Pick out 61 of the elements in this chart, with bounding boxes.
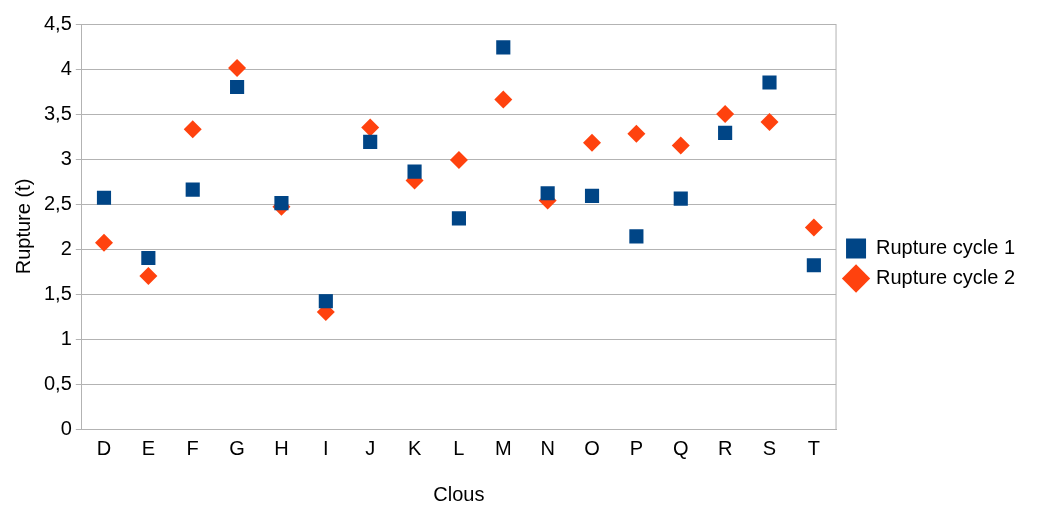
point bbox=[449, 150, 468, 169]
x-axis-title: Clous bbox=[433, 482, 485, 505]
point bbox=[318, 294, 333, 309]
x-tick-label: F bbox=[186, 436, 199, 459]
point bbox=[363, 134, 378, 149]
x-tick-label: O bbox=[584, 436, 600, 459]
point bbox=[94, 233, 113, 252]
point bbox=[230, 79, 245, 95]
point bbox=[671, 136, 690, 155]
x-tick-label: D bbox=[96, 436, 112, 459]
y-tick-label: 1 bbox=[60, 326, 72, 349]
legend-label: Rupture cycle 2 bbox=[876, 266, 1016, 289]
point bbox=[494, 90, 513, 109]
point bbox=[496, 40, 511, 55]
point bbox=[627, 124, 646, 143]
x-tick-label: R bbox=[717, 436, 733, 459]
point bbox=[361, 118, 380, 137]
x-tick-label: E bbox=[141, 436, 156, 459]
x-tick-label: K bbox=[407, 436, 422, 459]
point bbox=[407, 164, 422, 179]
y-tick-label: 3,5 bbox=[43, 101, 72, 124]
point bbox=[183, 120, 202, 139]
point bbox=[806, 258, 821, 273]
y-tick-label: 2 bbox=[60, 236, 72, 259]
x-tick-label: I bbox=[323, 436, 329, 459]
y-tick-label: 4 bbox=[60, 56, 72, 79]
point bbox=[762, 75, 777, 90]
point bbox=[673, 191, 688, 206]
point bbox=[96, 190, 112, 205]
x-tick-label: L bbox=[453, 436, 465, 459]
x-tick-label: S bbox=[762, 436, 777, 459]
point bbox=[716, 105, 735, 123]
y-tick-label: 0,5 bbox=[43, 371, 72, 394]
point bbox=[185, 182, 200, 197]
point bbox=[540, 186, 555, 201]
point bbox=[583, 133, 602, 152]
y-tick-label: 1,5 bbox=[43, 281, 72, 304]
point bbox=[274, 196, 289, 211]
y-axis-title: Rupture (t) bbox=[11, 178, 34, 275]
point bbox=[760, 113, 779, 132]
x-tick-label: M bbox=[494, 436, 512, 459]
point bbox=[139, 267, 158, 285]
y-tick-label: 2,5 bbox=[43, 191, 72, 214]
x-tick-label: Q bbox=[672, 436, 689, 459]
x-tick-label: P bbox=[629, 436, 644, 459]
x-tick-label: J bbox=[365, 436, 376, 459]
point bbox=[141, 250, 156, 266]
y-tick-label: 3 bbox=[60, 146, 72, 169]
x-tick-label: H bbox=[274, 436, 289, 459]
legend-label: Rupture cycle 1 bbox=[876, 236, 1016, 259]
point bbox=[629, 229, 644, 244]
y-tick-label: 0 bbox=[60, 416, 72, 439]
point bbox=[718, 125, 733, 140]
x-tick-label: G bbox=[229, 436, 245, 459]
point bbox=[228, 59, 247, 78]
x-tick-label: T bbox=[807, 436, 820, 459]
point bbox=[804, 218, 823, 237]
point bbox=[451, 211, 466, 226]
y-tick-label: 4,5 bbox=[43, 11, 72, 34]
point bbox=[584, 188, 600, 203]
x-tick-label: N bbox=[540, 436, 555, 459]
